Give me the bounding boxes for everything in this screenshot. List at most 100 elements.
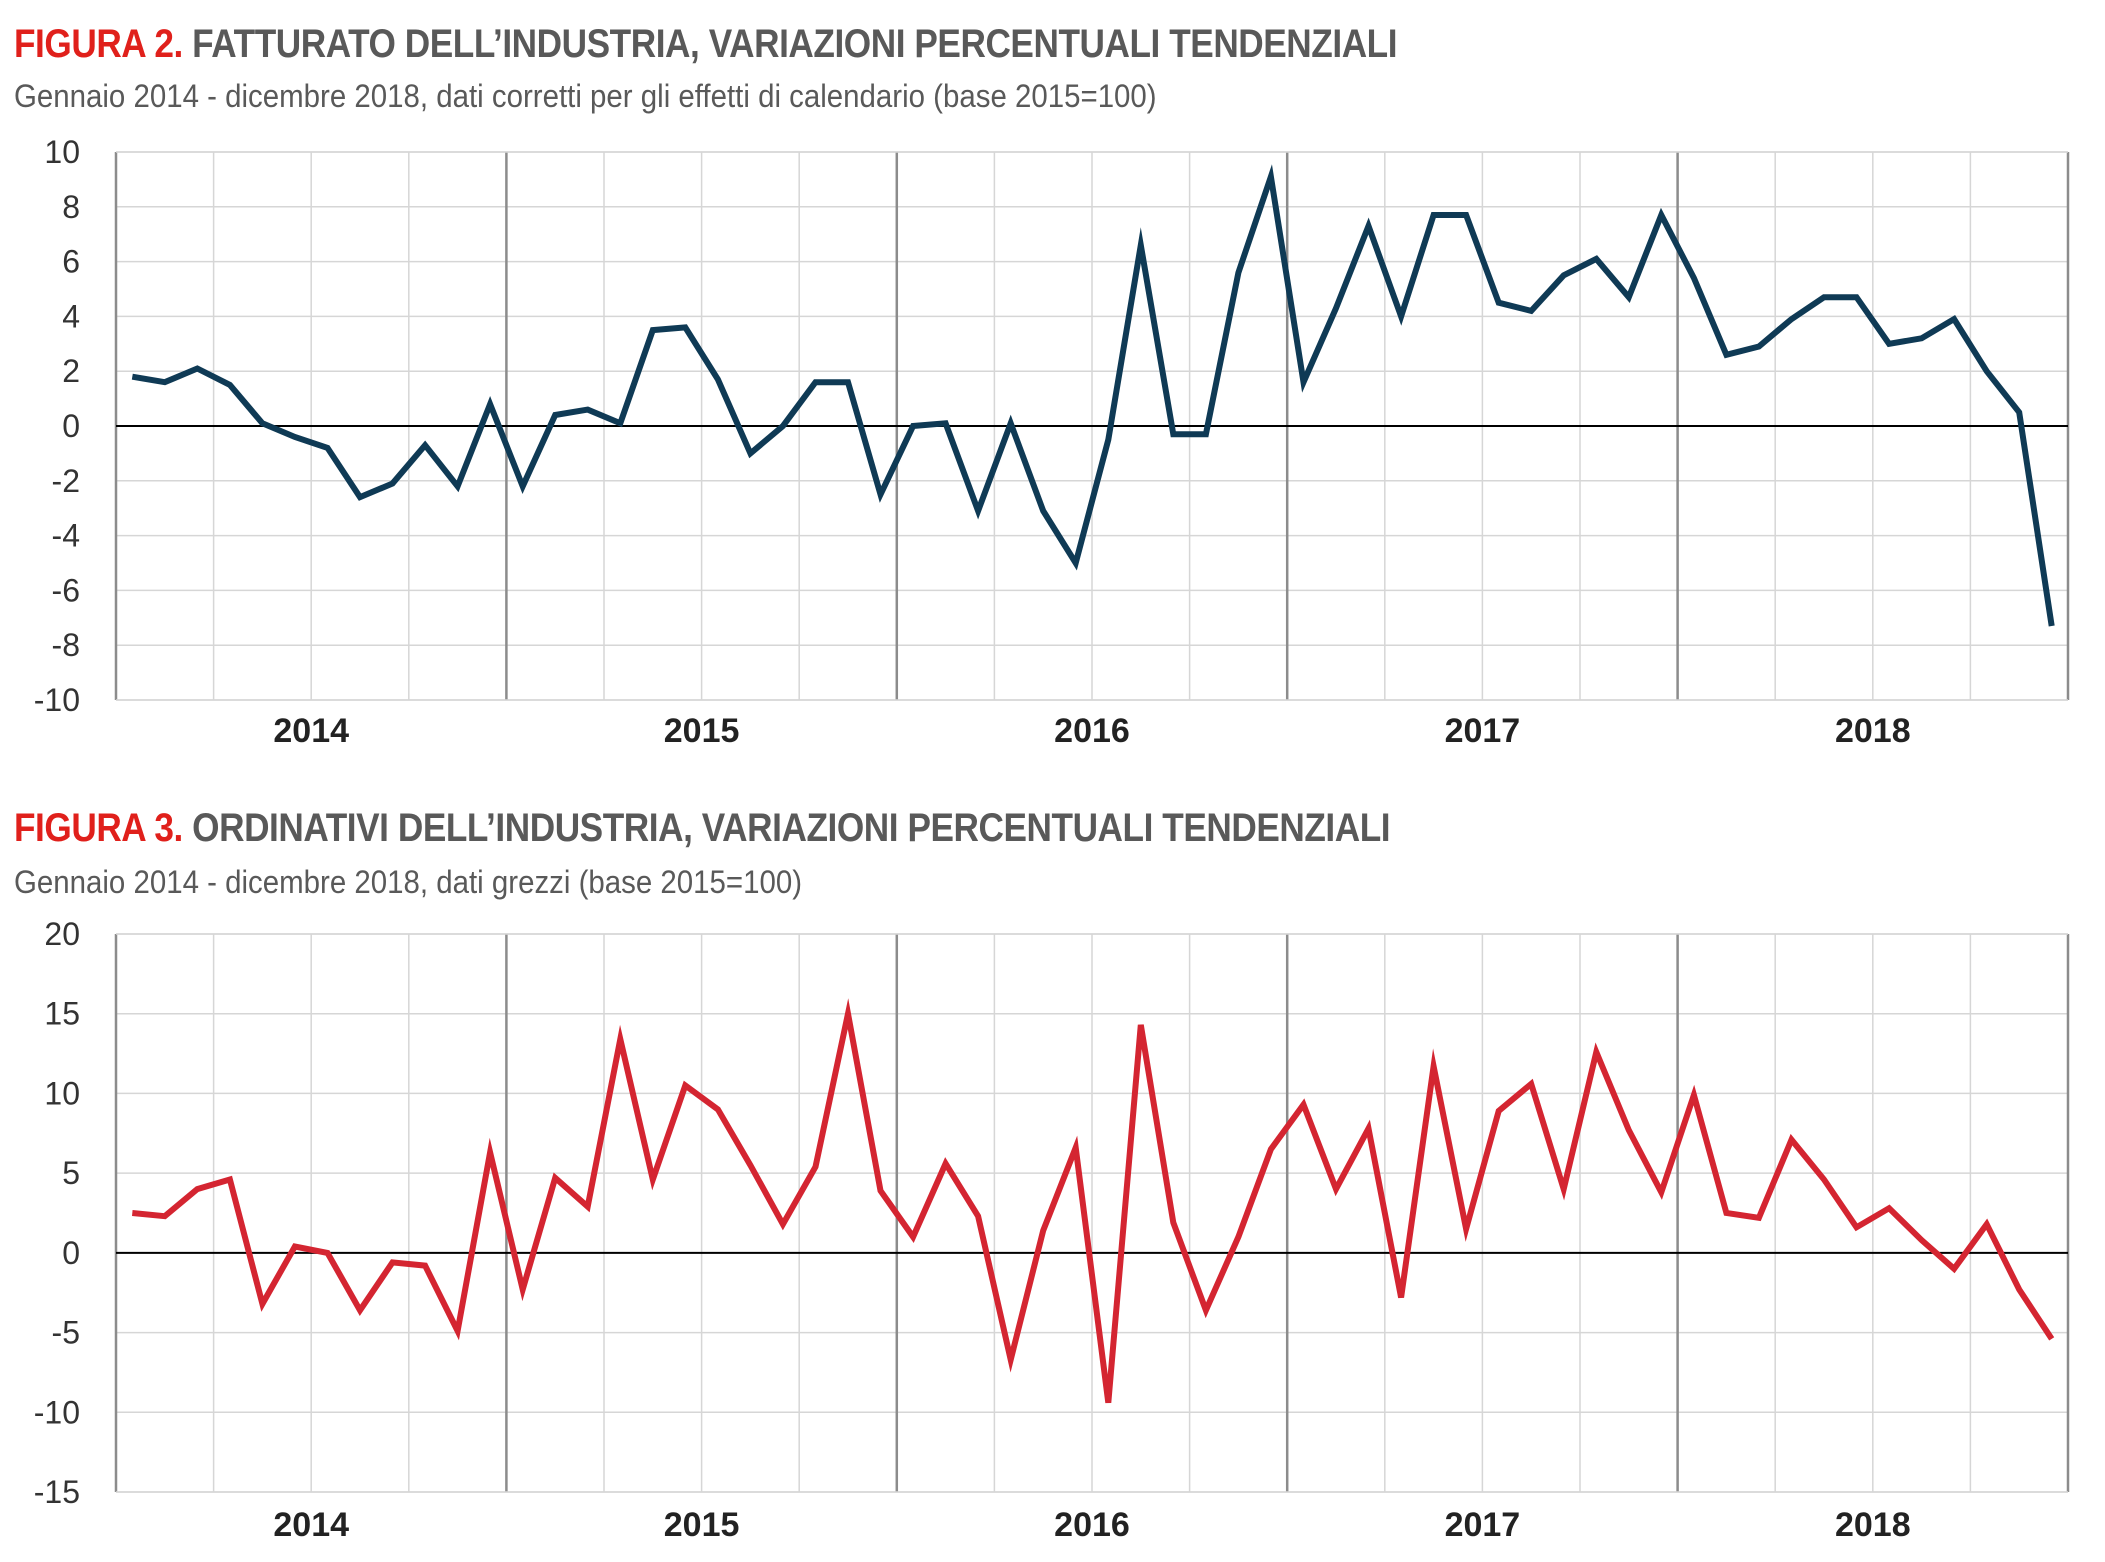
figure-3-y-tick-label: 0	[62, 1235, 80, 1271]
figure-3-data-point	[910, 1234, 916, 1240]
figure-3-data-point	[1073, 1145, 1079, 1151]
figure-3-data-point	[1821, 1177, 1827, 1183]
figure-2-data-point	[1496, 300, 1502, 306]
figure-3-y-tick-label: -5	[52, 1315, 80, 1351]
figure-3-data-point	[194, 1186, 200, 1192]
figure-2-data-point	[682, 324, 688, 330]
figure-2-y-tick-label: -8	[52, 627, 80, 663]
figure-3-data-point	[780, 1221, 786, 1227]
figure-2-x-tick-label: 2017	[1445, 712, 1521, 750]
figure-2-x-tick-label: 2018	[1835, 712, 1911, 750]
figure-2-data-point	[943, 420, 949, 426]
figure-3-data-point	[1723, 1210, 1729, 1216]
figure-2-data-point	[1788, 316, 1794, 322]
figure-3-y-tick-label: 20	[44, 916, 80, 952]
figure-2-data-point	[292, 434, 298, 440]
figure-3-data-point	[1919, 1237, 1925, 1243]
figure-2-data-point	[617, 420, 623, 426]
figure-2-x-tick-label: 2016	[1054, 712, 1130, 750]
figure-3-data-point	[1300, 1102, 1306, 1108]
figure-2-data-point	[1040, 508, 1046, 514]
figure-2-data-point	[878, 492, 884, 498]
figure-2-y-tick-label: 10	[44, 134, 80, 170]
figure-2-y-tick-label: -2	[52, 463, 80, 499]
figure-3-data-point	[682, 1082, 688, 1088]
figure-2-data-point	[324, 445, 330, 451]
figure-3-data-point	[747, 1162, 753, 1168]
figure-3-data-point	[2049, 1336, 2055, 1342]
figure-3-x-tick-label: 2018	[1835, 1506, 1911, 1544]
figure-2-data-point	[390, 481, 396, 487]
figure-2-y-tick-label: 0	[62, 408, 80, 444]
figure-2-y-tick-label: -6	[52, 572, 80, 608]
figure-2-data-point	[1008, 420, 1014, 426]
figure-3-data-point	[1235, 1234, 1241, 1240]
figure-3-data-point	[2016, 1287, 2022, 1293]
figure-2-data-point	[227, 382, 233, 388]
figure-2-data-point	[1431, 212, 1437, 218]
figure-2-data-point	[1593, 256, 1599, 262]
figure-2-data-point	[1398, 313, 1404, 319]
figure-2-data-point	[1203, 431, 1209, 437]
figure-2-data-point	[1756, 344, 1762, 350]
figure-3-data-point	[1528, 1081, 1534, 1087]
figure-3-data-point	[227, 1177, 233, 1183]
figure-2-data-point	[1951, 316, 1957, 322]
figure-2-data-point	[1854, 294, 1860, 300]
figure-3-data-point	[1463, 1226, 1469, 1232]
figure-3-data-point	[1854, 1224, 1860, 1230]
figure-2-data-point	[455, 483, 461, 489]
figure-2-y-tick-label: 2	[62, 353, 80, 389]
figure-2-data-point	[1658, 212, 1664, 218]
figure-3-data-point	[129, 1210, 135, 1216]
figure-2: FIGURA 2. FATTURATO DELL’INDUSTRIA, VARI…	[0, 0, 2105, 780]
figure-2-data-point	[2016, 409, 2022, 415]
figure-3-data-point	[552, 1175, 558, 1181]
figure-3-title: FIGURA 3. ORDINATIVI DELL’INDUSTRIA, VAR…	[14, 806, 1391, 851]
figure-3-x-tick-label: 2015	[664, 1506, 740, 1544]
figure-2-data-point	[259, 420, 265, 426]
figure-3-data-point	[292, 1243, 298, 1249]
figure-3-data-point	[1561, 1186, 1567, 1192]
figure-2-data-point	[812, 379, 818, 385]
figure-3-data-point	[390, 1259, 396, 1265]
figure-2-data-point	[194, 365, 200, 371]
figure-2-data-point	[1366, 223, 1372, 229]
figure-2-data-point	[520, 483, 526, 489]
figure-3-data-point	[812, 1164, 818, 1170]
figure-3-y-tick-label: 5	[62, 1155, 80, 1191]
figure-3-data-point	[357, 1307, 363, 1313]
figure-2-data-point	[1138, 242, 1144, 248]
figure-3-y-tick-label: 15	[44, 996, 80, 1032]
figure-2-data-point	[1073, 560, 1079, 566]
figure-2-data-point	[357, 494, 363, 500]
figure-3-data-point	[162, 1213, 168, 1219]
figure-3-x-tick-label: 2014	[273, 1506, 349, 1544]
figure-2-x-tick-label: 2014	[273, 712, 349, 750]
figure-2-data-point	[552, 412, 558, 418]
figure-2-y-tick-label: 4	[62, 298, 80, 334]
figure-3-data-point	[1203, 1307, 1209, 1313]
figure-3-data-point	[650, 1177, 656, 1183]
figure-3-data-point	[520, 1287, 526, 1293]
figure-2-data-point	[422, 442, 428, 448]
figure-2-data-point	[1626, 294, 1632, 300]
figure-3-data-point	[1756, 1215, 1762, 1221]
figure-3-data-point	[943, 1161, 949, 1167]
figure-3-data-point	[455, 1328, 461, 1334]
figure-3-data-point	[422, 1263, 428, 1269]
figure-2-data-point	[2049, 623, 2055, 629]
figure-2-y-tick-label: 6	[62, 244, 80, 280]
figure-3-data-point	[1626, 1127, 1632, 1133]
figure-3-y-tick-label: -15	[34, 1474, 80, 1510]
figure-3-x-tick-label: 2016	[1054, 1506, 1130, 1544]
figure-3-data-point	[585, 1204, 591, 1210]
figure-3-data-point	[1691, 1092, 1697, 1098]
figure-3-data-point	[1105, 1400, 1111, 1406]
figure-3-data-point	[845, 1011, 851, 1017]
figure-2-data-point	[129, 374, 135, 380]
figure-2-data-point	[1300, 379, 1306, 385]
figure-3-series-line	[132, 998, 2055, 1404]
figure-2-data-point	[585, 407, 591, 413]
